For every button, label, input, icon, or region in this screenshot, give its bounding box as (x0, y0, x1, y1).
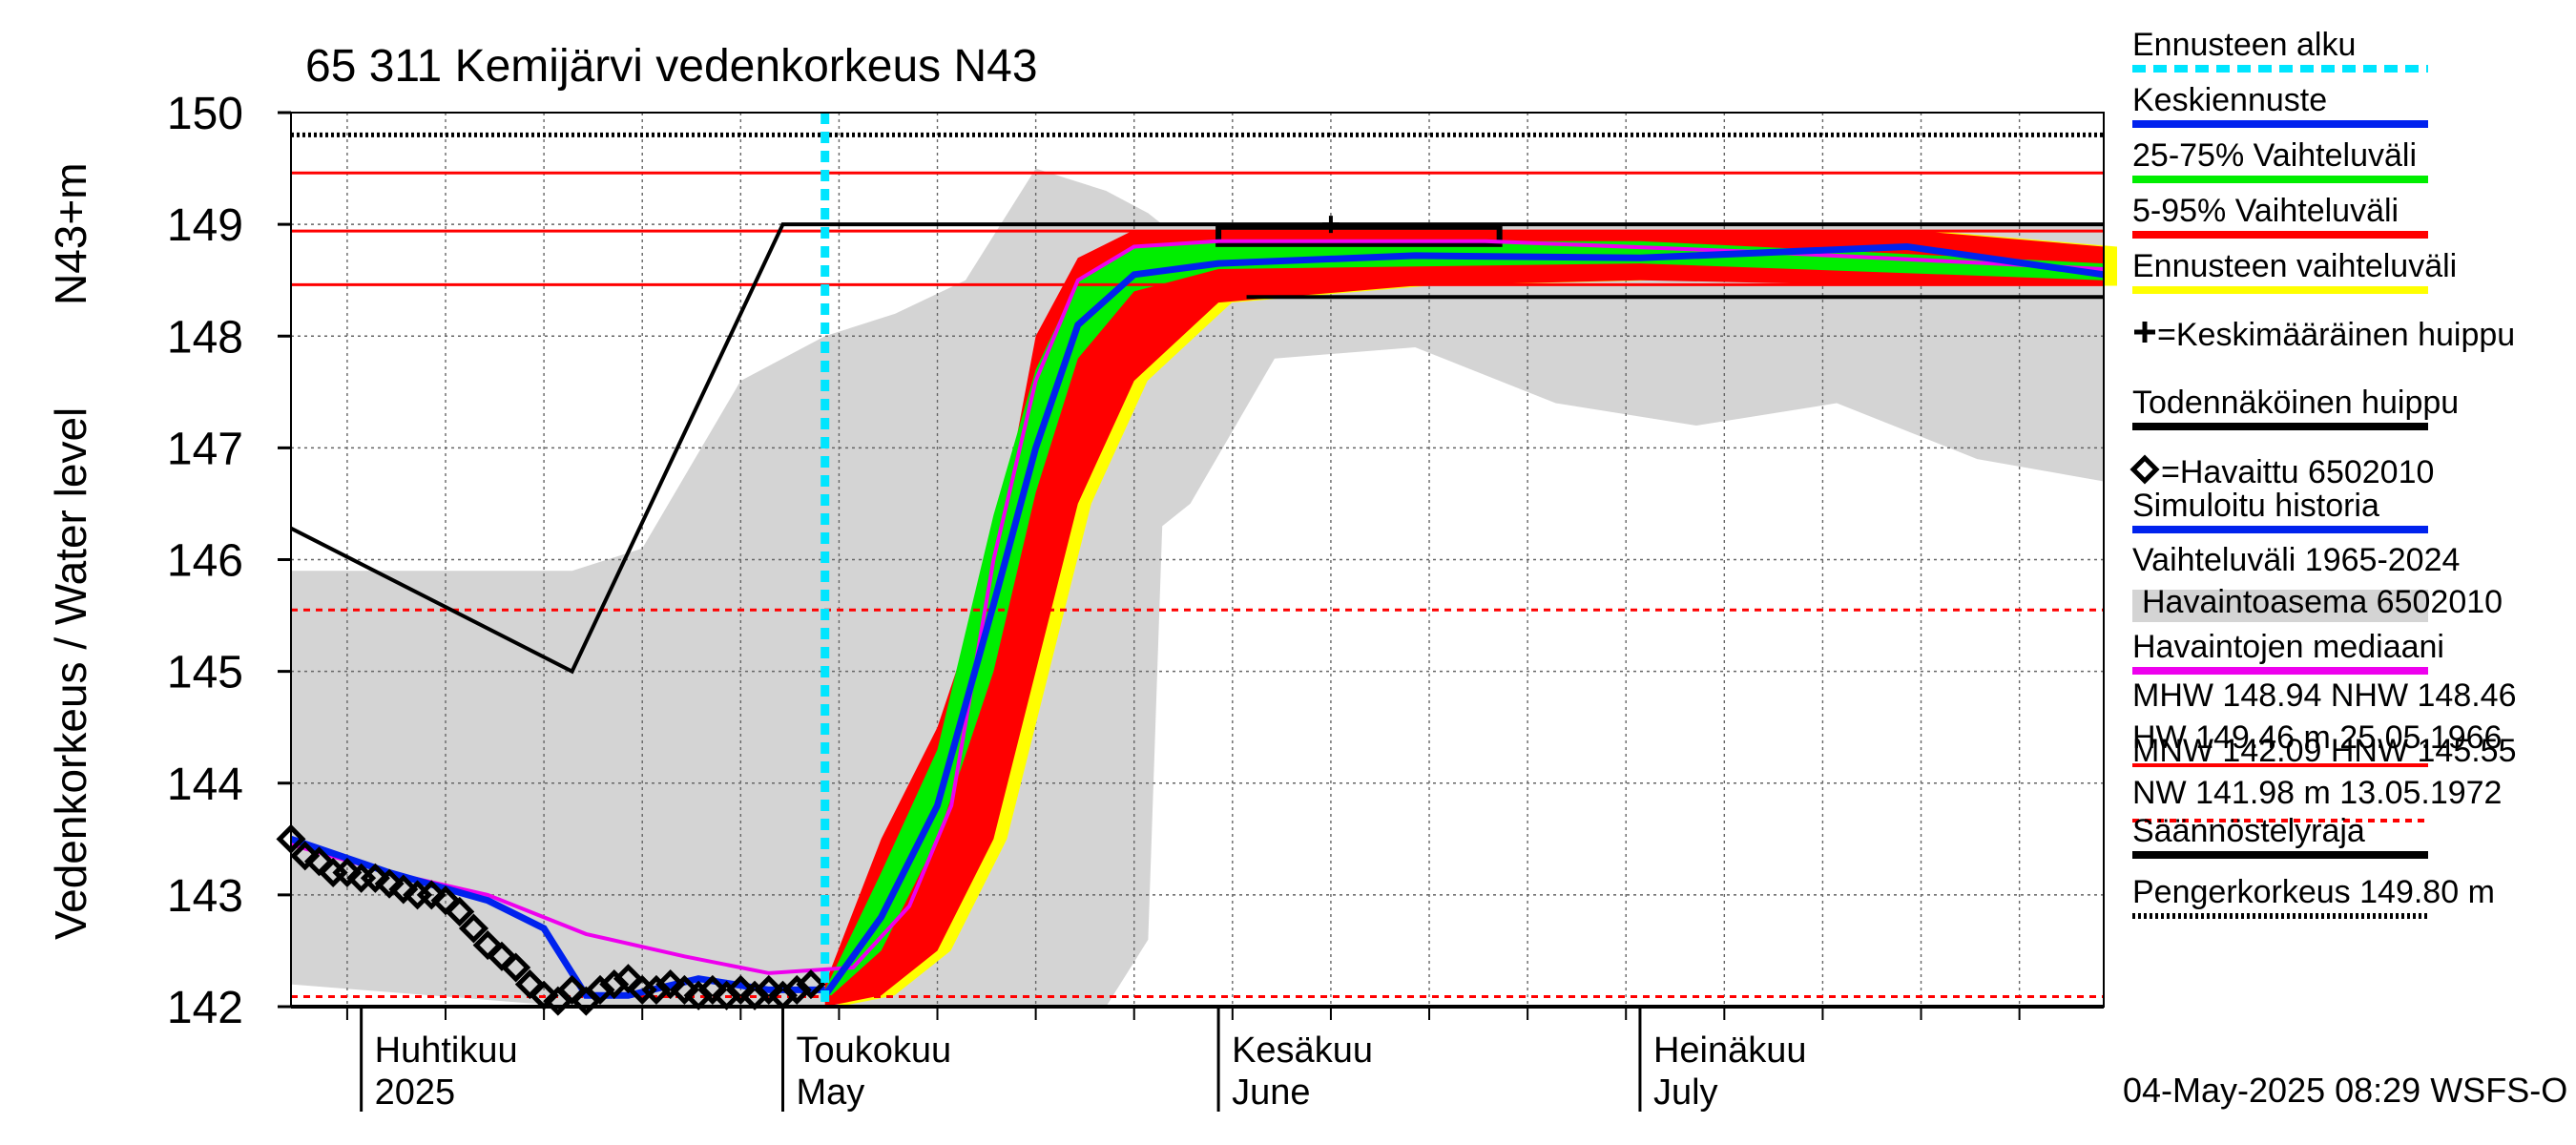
legend-label: Havaintojen mediaani (2132, 629, 2444, 665)
legend-label: Simuloitu historia (2132, 488, 2379, 524)
y-tick-label: 150 (167, 89, 243, 139)
legend-label: MNW 142.09 HNW 145.55 (2132, 733, 2517, 769)
legend-label: =Keskimääräinen huippu (2157, 317, 2515, 353)
observed-point (445, 896, 475, 926)
legend-label-2: NW 141.98 m 13.05.1972 (2132, 775, 2502, 811)
probable-peak-marker (1215, 223, 1503, 247)
y-tick-label: 145 (167, 648, 243, 698)
observed-point (416, 880, 447, 910)
y-tick-label: 142 (167, 983, 243, 1033)
legend-label: Vaihteluväli 1965-2024 (2132, 542, 2460, 578)
y-tick-label: 144 (167, 760, 243, 810)
legend-label: Säännöstelyraja (2132, 813, 2365, 849)
legend: Ennusteen alku Keskiennuste 25-75% Vaihtel… (2129, 27, 2517, 919)
legend-observed-symbol (2129, 454, 2160, 485)
timestamp-footer: 04-May-2025 08:29 WSFS-O (2123, 1071, 2567, 1110)
observation-median-line (290, 239, 2105, 975)
mean-peak-marker (1321, 216, 1340, 234)
observed-point (360, 863, 390, 893)
observed-point (458, 913, 489, 944)
y-tick-label: 146 (167, 536, 243, 587)
legend-label: Pengerkorkeus 149.80 m (2132, 874, 2495, 910)
month-label-fi: Toukokuu (797, 1030, 952, 1071)
observed-point (725, 974, 756, 1005)
month-label-fi: Kesäkuu (1232, 1030, 1373, 1071)
y-tick-label: 148 (167, 312, 243, 363)
legend-label-2: HW 149.46 m 25.05.1966 (2132, 719, 2502, 756)
legend-mean-peak-symbol (2134, 322, 2155, 343)
month-label-en: July (1653, 1072, 1718, 1113)
forecast-mean-line (821, 242, 2105, 998)
month-label-en: May (797, 1072, 865, 1113)
observed-point (290, 841, 321, 871)
legend-swatch (2132, 590, 2428, 622)
observed-point (754, 974, 784, 1005)
legend-label: 5-95% Vaihteluväli (2132, 193, 2399, 229)
y-tick-label: 149 (167, 200, 243, 251)
legend-label-2: Havaintoasema 6502010 (2142, 584, 2503, 620)
legend-label: MHW 148.94 NHW 148.46 (2132, 677, 2517, 714)
y-axis-label: Vedenkorkeus / Water level (46, 407, 95, 940)
month-label-fi: Huhtikuu (375, 1030, 518, 1071)
chart-title: 65 311 Kemijärvi vedenkorkeus N43 (305, 41, 1038, 92)
observed-point (669, 974, 699, 1005)
month-label-en: June (1232, 1072, 1310, 1113)
plot-area (276, 112, 2118, 1016)
legend-label: Ennusteen alku (2132, 27, 2356, 63)
observed-point (697, 974, 728, 1005)
y-tick-label: 143 (167, 871, 243, 922)
historical-range-band (291, 168, 2104, 1008)
legend-label: =Havaittu 6502010 (2161, 454, 2434, 490)
observed-point (655, 969, 686, 1000)
legend-label: Todennäköinen huippu (2132, 385, 2459, 421)
observed-point (374, 868, 405, 899)
observed-point (332, 857, 363, 887)
observed-point (501, 952, 531, 983)
legend-label: Keskiennuste (2132, 82, 2327, 118)
y-tick-label: 147 (167, 424, 243, 474)
legend-label: Ennusteen vaihteluväli (2132, 248, 2457, 284)
legend-label: 25-75% Vaihteluväli (2132, 137, 2417, 174)
observed-point (388, 874, 419, 905)
month-label-en: 2025 (375, 1072, 456, 1113)
observed-point (796, 969, 826, 1000)
y-axis-unit: N43+m (46, 162, 95, 305)
month-label-fi: Heinäkuu (1653, 1030, 1807, 1071)
